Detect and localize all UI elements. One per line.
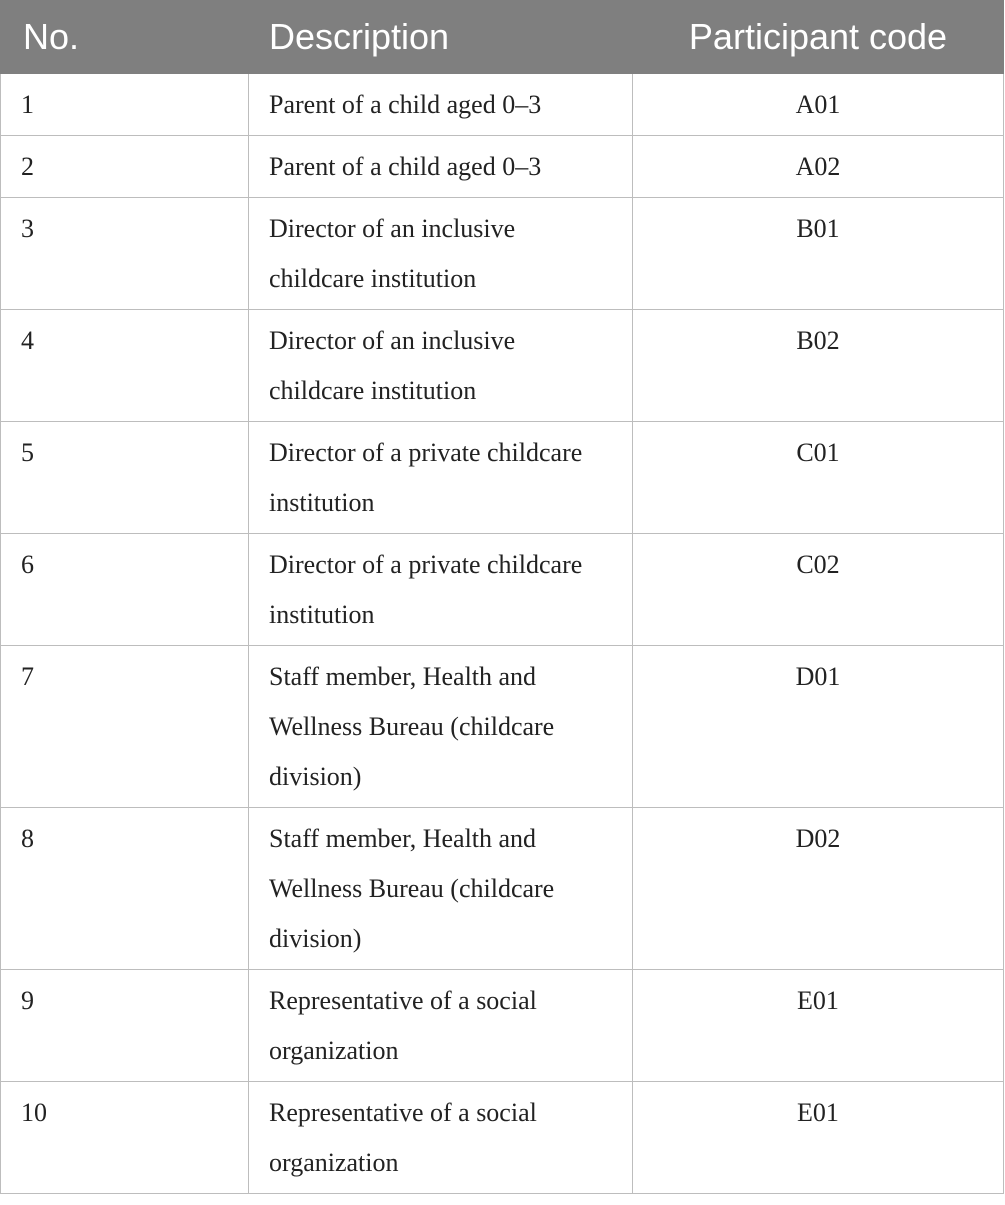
description-cell: Director of a private childcare institut… [248, 421, 633, 534]
code-cell: A02 [632, 135, 1004, 198]
table-row: 1 Parent of a child aged 0–3 A01 [0, 73, 1004, 136]
code-cell: B01 [632, 197, 1004, 310]
number-cell: 8 [0, 807, 249, 970]
number-cell: 3 [0, 197, 249, 310]
table-row: 4 Director of an inclusive childcare inst… [0, 309, 1004, 422]
description-cell: Representative of a social organization [248, 969, 633, 1082]
code-cell: A01 [632, 73, 1004, 136]
description-cell: Parent of a child aged 0–3 [248, 135, 633, 198]
number-cell: 1 [0, 73, 249, 136]
code-cell: E01 [632, 969, 1004, 1082]
number-cell: 2 [0, 135, 249, 198]
header-cell: No. [0, 0, 249, 74]
description-cell: Director of a private childcare institut… [248, 533, 633, 646]
code-cell: C01 [632, 421, 1004, 534]
number-cell: 6 [0, 533, 249, 646]
number-cell: 10 [0, 1081, 249, 1194]
number-cell: 4 [0, 309, 249, 422]
description-cell: Representative of a social organization [248, 1081, 633, 1194]
table-header: No. Description Participant code [0, 0, 1004, 74]
table-row: 3 Director of an inclusive childcare inst… [0, 197, 1004, 310]
code-cell: D02 [632, 807, 1004, 970]
code-cell: B02 [632, 309, 1004, 422]
table-body: 1 Parent of a child aged 0–3 A01 2 Parent of… [0, 73, 1004, 1194]
table-row: 6 Director of a private childcare institu… [0, 533, 1004, 646]
description-cell: Parent of a child aged 0–3 [248, 73, 633, 136]
header-cell: Participant code [632, 0, 1004, 74]
table-row: 8 Staff member, Health and Wellness Burea… [0, 807, 1004, 970]
number-cell: 7 [0, 645, 249, 808]
table-row: 5 Director of a private childcare institu… [0, 421, 1004, 534]
table-row: 7 Staff member, Health and Wellness Burea… [0, 645, 1004, 808]
table-row: 9 Representative of a social organization… [0, 969, 1004, 1082]
description-cell: Director of an inclusive childcare insti… [248, 197, 633, 310]
table-row: 10 Representative of a social organizatio… [0, 1081, 1004, 1194]
code-cell: D01 [632, 645, 1004, 808]
number-cell: 9 [0, 969, 249, 1082]
table-row: 2 Parent of a child aged 0–3 A02 [0, 135, 1004, 198]
header-row: No. Description Participant code [0, 0, 1004, 74]
description-cell: Staff member, Health and Wellness Bureau… [248, 645, 633, 808]
code-cell: E01 [632, 1081, 1004, 1194]
header-cell: Description [248, 0, 633, 74]
description-cell: Staff member, Health and Wellness Bureau… [248, 807, 633, 970]
description-cell: Director of an inclusive childcare insti… [248, 309, 633, 422]
number-cell: 5 [0, 421, 249, 534]
code-cell: C02 [632, 533, 1004, 646]
